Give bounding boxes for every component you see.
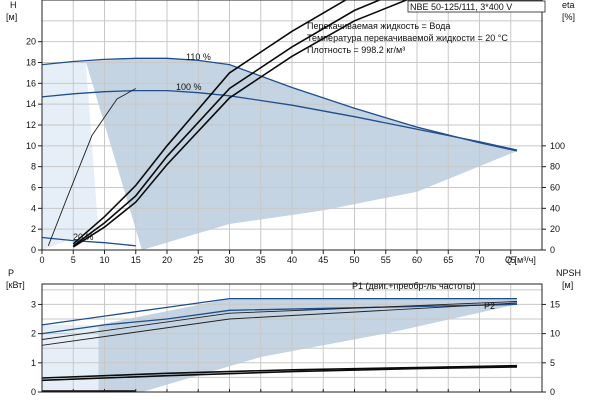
curve-label-110: 110 % bbox=[186, 52, 211, 62]
x-tick-label: 65 bbox=[443, 255, 453, 265]
bottom-envelope-layer bbox=[42, 298, 518, 392]
top-y-right-tick-label: 60 bbox=[550, 183, 560, 193]
top-y-right-tick-label: 20 bbox=[550, 224, 560, 234]
bottom-curves bbox=[41, 297, 518, 392]
power-curve-3 bbox=[41, 301, 518, 340]
bottom-y-left-tick-label: 1 bbox=[31, 358, 36, 368]
bottom-y-right-tick-label: 0 bbox=[550, 387, 555, 397]
x-tick-label: 0 bbox=[39, 255, 44, 265]
top-y-left-tick-label: 16 bbox=[26, 78, 36, 88]
x-tick-label: 35 bbox=[256, 255, 266, 265]
top-y-left-tick-label: 18 bbox=[26, 58, 36, 68]
x-tick-label: 60 bbox=[412, 255, 422, 265]
bottom-y-left-title: P bbox=[8, 268, 14, 278]
top-y-left-tick-label: 0 bbox=[31, 245, 36, 255]
x-tick-label: 70 bbox=[474, 255, 484, 265]
top-envelope-layer bbox=[42, 58, 518, 250]
top-envelope bbox=[85, 58, 518, 250]
top-y-left-tick-label: 14 bbox=[26, 99, 36, 109]
info-line-1: Перекачиваемая жидкость = Вода bbox=[307, 21, 450, 31]
x-tick-label: 40 bbox=[287, 255, 297, 265]
bottom-envelope-light bbox=[42, 324, 99, 392]
top-y-left-tick-label: 12 bbox=[26, 120, 36, 130]
top-curves bbox=[41, 0, 518, 248]
curve-label-p1: P1 (двиг.+преобр-ль частоты) bbox=[352, 281, 476, 291]
efficiency-curve-2 bbox=[72, 0, 409, 248]
top-y-left-unit: [м] bbox=[6, 12, 17, 22]
head-curve-1 bbox=[41, 89, 518, 151]
x-tick-label: 50 bbox=[349, 255, 359, 265]
top-grid bbox=[41, 0, 543, 251]
x-tick-label: 30 bbox=[224, 255, 234, 265]
bottom-y-right-tick-label: 5 bbox=[550, 358, 555, 368]
top-y-left-tick-label: 20 bbox=[26, 37, 36, 47]
x-axis-label: Q [м³/ч] bbox=[505, 255, 536, 265]
x-tick-label: 75 bbox=[506, 255, 516, 265]
bottom-y-right-tick-label: 15 bbox=[550, 299, 560, 309]
bottom-y-left-tick-label: 0 bbox=[31, 387, 36, 397]
power-curve-0 bbox=[41, 297, 517, 326]
info-line-3: Плотность = 998.2 кг/м³ bbox=[307, 45, 405, 55]
top-y-right-tick-label: 100 bbox=[550, 141, 565, 151]
bottom-y-right-tick-label: 10 bbox=[550, 329, 560, 339]
top-y-left-tick-label: 4 bbox=[31, 203, 36, 213]
npsh-curve-1 bbox=[41, 366, 518, 382]
power-curve-2 bbox=[41, 302, 518, 346]
npsh-curve-0 bbox=[41, 364, 518, 379]
x-tick-label: 5 bbox=[71, 255, 76, 265]
curve-label-20: 20 % bbox=[73, 232, 94, 242]
chart-title-box bbox=[407, 0, 546, 13]
x-tick-label: 15 bbox=[131, 255, 141, 265]
top-y-left-tick-label: 10 bbox=[26, 141, 36, 151]
curve-label-p2: P2 bbox=[484, 301, 495, 311]
power-curve-1 bbox=[41, 303, 518, 335]
top-y-right-unit: [%] bbox=[562, 12, 575, 22]
top-y-right-tick-label: 40 bbox=[550, 203, 560, 213]
bottom-y-left-tick-label: 3 bbox=[31, 299, 36, 309]
bottom-y-right-unit: [м] bbox=[562, 280, 573, 290]
head-curve-0 bbox=[41, 57, 518, 152]
bottom-y-right-title: NPSH bbox=[556, 268, 581, 278]
top-y-left-title: H bbox=[10, 0, 17, 10]
x-tick-label: 10 bbox=[99, 255, 109, 265]
chart-title: NBE 50-125/111, 3*400 V bbox=[410, 2, 512, 12]
x-tick-label: 55 bbox=[381, 255, 391, 265]
x-tick-label: 20 bbox=[162, 255, 172, 265]
curve-label-100: 100 % bbox=[176, 82, 202, 92]
bottom-y-left-unit: [кВт] bbox=[6, 280, 25, 290]
bottom-envelope bbox=[98, 298, 518, 392]
head-curve-2 bbox=[41, 236, 136, 247]
x-tick-label: 25 bbox=[193, 255, 203, 265]
top-envelope-light bbox=[42, 61, 99, 250]
top-y-left-tick-label: 2 bbox=[31, 224, 36, 234]
top-y-right-tick-label: 0 bbox=[550, 245, 555, 255]
top-y-right-tick-label: 80 bbox=[550, 162, 560, 172]
efficiency-curve-3 bbox=[47, 88, 137, 246]
top-y-left-tick-label: 6 bbox=[31, 183, 36, 193]
axes-layer: 0 5 10 15 20 25 30 35 40 45 50 55 60 65 70 750246810121… bbox=[26, 0, 565, 397]
efficiency-curve-0 bbox=[72, 0, 348, 245]
info-line-2: Температура перекачиваемой жидкости = 20… bbox=[307, 33, 508, 43]
x-tick-label: 45 bbox=[318, 255, 328, 265]
top-y-right-title: eta bbox=[562, 0, 575, 10]
bottom-y-left-tick-label: 2 bbox=[31, 329, 36, 339]
efficiency-curve-1 bbox=[72, 0, 382, 247]
top-y-left-tick-label: 8 bbox=[31, 162, 36, 172]
